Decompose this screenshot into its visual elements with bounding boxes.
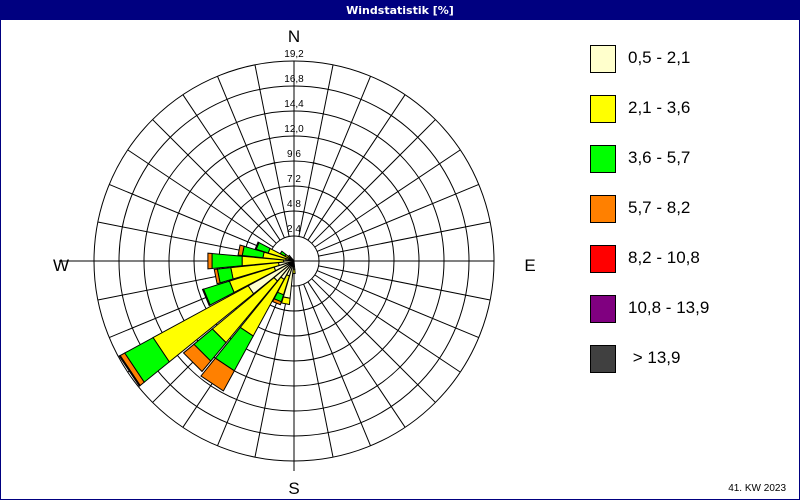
radial-tick-label: 4,8 [287, 199, 301, 210]
radial-tick-label: 12,0 [284, 124, 304, 135]
direction-west: W [53, 256, 69, 275]
grid-spoke [298, 285, 334, 458]
bar-segment [211, 252, 243, 270]
radial-tick-label: 9,6 [287, 149, 301, 160]
bar-segment [237, 244, 245, 257]
legend-swatch [590, 245, 616, 273]
legend-swatch [590, 295, 616, 323]
bar-segment [200, 357, 235, 392]
grid-spoke [307, 94, 406, 241]
bar-segment [279, 250, 287, 257]
grid-spoke [254, 285, 290, 458]
grid-spoke [182, 94, 281, 241]
grid-spoke [152, 119, 277, 244]
grid-spoke [318, 265, 491, 301]
grid-spoke [254, 64, 290, 237]
bar-segment [207, 252, 213, 270]
bar-segment [271, 298, 282, 306]
direction-south: S [288, 479, 299, 498]
grid-spoke [307, 281, 406, 428]
legend-label: 2,1 - 3,6 [628, 98, 691, 117]
radial-ticks: 2,4 4,8 7,2 9,6 12,0 14,4 16,8 19,2 [284, 49, 304, 235]
legend-swatch [590, 95, 616, 123]
bars [118, 241, 296, 392]
radial-tick-label: 16,8 [284, 74, 304, 85]
grid-spoke [127, 149, 274, 248]
radial-tick-label: 7,2 [287, 174, 301, 185]
grid-spoke [311, 119, 436, 244]
grid-spoke [318, 221, 491, 257]
chart-title: Windstatistik [%] [1, 1, 799, 20]
grid-spoke [311, 278, 436, 403]
grid-spoke [314, 149, 461, 248]
bar-segment [280, 296, 291, 306]
legend-label: 8,2 - 10,8 [628, 248, 700, 267]
legend-label: 10,8 - 13,9 [628, 298, 710, 317]
bar-segment [201, 288, 211, 307]
grid-spoke [109, 184, 272, 252]
radial-tick-label: 14,4 [284, 99, 304, 110]
bar-segment [182, 343, 212, 373]
grid-spoke [298, 64, 334, 237]
grid-spoke [217, 283, 285, 446]
grid-spoke [316, 270, 479, 338]
bar-segment [254, 241, 260, 250]
grid-spoke [316, 184, 479, 252]
grid-spoke [314, 274, 461, 373]
legend-swatch [590, 145, 616, 173]
legend-swatch [590, 195, 616, 223]
week-label: 41. KW 2023 [728, 483, 786, 494]
grid-spoke [303, 76, 371, 239]
grid-spoke [303, 283, 371, 446]
legend-label: 0,5 - 2,1 [628, 48, 691, 67]
legend-label: 5,7 - 8,2 [628, 198, 691, 217]
bar-segment [287, 254, 293, 260]
grid-spoke [217, 76, 285, 239]
legend-swatch [590, 45, 616, 73]
legend-label: > 13,9 [628, 348, 681, 367]
legend-swatch [590, 345, 616, 373]
radial-tick-label: 2,4 [287, 224, 301, 235]
direction-east: E [524, 256, 535, 275]
radial-tick-label: 19,2 [284, 49, 304, 60]
legend-label: 3,6 - 5,7 [628, 148, 691, 167]
bar-segment [213, 268, 221, 285]
bar-segment [118, 354, 141, 387]
direction-north: N [288, 27, 300, 46]
